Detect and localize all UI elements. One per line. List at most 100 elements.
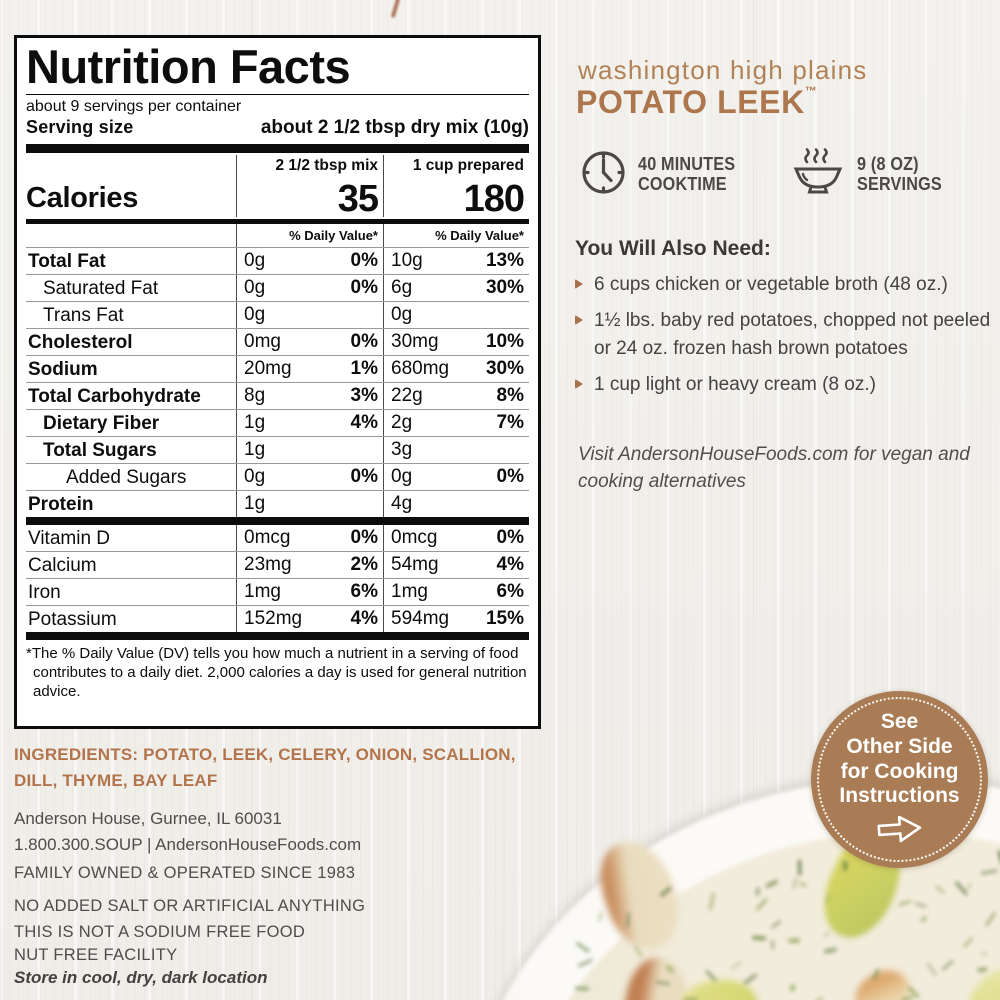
nutrient-dv-mix: 0% (350, 466, 378, 488)
nutrient-value-cell: 22g 8% (383, 383, 529, 410)
cooktime-line2: COOKTIME (638, 173, 727, 194)
clock-icon (580, 149, 627, 201)
nutrient-row: Potassium 152mg 4% 594mg 15% (26, 605, 529, 633)
also-need-item-text: 1½ lbs. baby red potatoes, chopped not p… (594, 309, 991, 360)
nutrient-value-cell: 1g 4% (236, 410, 383, 437)
nutrient-name: Total Sugars (43, 439, 157, 461)
company-phone-web: 1.800.300.SOUP | AndersonHouseFoods.com (14, 834, 362, 854)
dotted-ring (817, 697, 982, 862)
nutrient-value-cell: 10g 13% (383, 248, 529, 275)
calories-value-mix: 35 (337, 178, 379, 221)
nutrient-row: Saturated Fat 0g 0% 6g 30% (26, 274, 529, 302)
nutrient-amount-prepared: 10g (391, 250, 423, 272)
nutrient-row: Dietary Fiber 1g 4% 2g 7% (26, 409, 529, 437)
nutrient-value-cell: 20mg 1% (236, 356, 383, 383)
nutrient-value-cell: 0mg 0% (236, 329, 383, 356)
nutrition-facts-title: Nutrition Facts (26, 40, 351, 93)
nutrient-value-cell: 2g 7% (383, 410, 529, 437)
nutrient-value-cell: 3g (383, 437, 529, 464)
no-added-salt-line2: THIS IS NOT A SODIUM FREE FOOD (14, 922, 306, 941)
nutrient-value-cell: 152mg 4% (236, 606, 383, 633)
cooktime-info: 40 MINUTES COOKTIME (580, 148, 746, 201)
nutrient-amount-mix: 0mg (244, 331, 281, 353)
nutrient-row: Protein 1g 4g (26, 490, 529, 518)
nutrient-dv-mix: 0% (350, 331, 378, 353)
thick-divider (26, 632, 529, 641)
nutrient-dv-prepared: 0% (496, 466, 524, 488)
nutrient-dv-prepared: 30% (485, 358, 524, 380)
also-need-list: 6 cups chicken or vegetable broth (48 oz… (575, 271, 1000, 406)
cook-info-row: 40 MINUTES COOKTIME 9 (8 OZ) SERVINGS (580, 148, 951, 201)
thick-divider (26, 219, 529, 225)
no-added-salt-line1: NO ADDED SALT OR ARTIFICIAL ANYTHING (14, 897, 366, 915)
trademark-symbol: ™ (804, 84, 817, 98)
company-contact-block: Anderson House, Gurnee, IL 60031 1.800.3… (14, 806, 361, 857)
nutrient-dv-prepared: 0% (496, 527, 524, 549)
nutrient-amount-mix: 0g (244, 277, 266, 299)
storage-instructions: Store in cool, dry, dark location (14, 968, 268, 987)
nutrient-amount-mix: 1g (244, 439, 266, 461)
bullet-triangle-icon (575, 378, 583, 389)
dill-fleck (842, 860, 847, 871)
thick-divider (26, 144, 529, 154)
nutrient-amount-mix: 152mg (244, 608, 303, 630)
brand-subtitle: washington high plains (578, 55, 868, 85)
nutrient-value-cell: 0mcg 0% (383, 525, 529, 552)
nutrient-name: Sodium (28, 358, 98, 380)
nutrient-row: Iron 1mg 6% 1mg 6% (26, 578, 529, 606)
vegan-alternatives-note: Visit AndersonHouseFoods.com for vegan a… (578, 444, 970, 492)
nutrient-dv-prepared: 8% (496, 385, 524, 407)
nutrient-name: Protein (28, 493, 94, 515)
nutrient-value-cell: 0g 0% (383, 464, 529, 491)
nutrient-amount-prepared: 0mcg (391, 527, 438, 549)
nutrient-row: Calcium 23mg 2% 54mg 4% (26, 551, 529, 579)
nutrient-amount-prepared: 0g (391, 466, 413, 488)
nutrient-amount-mix: 0mcg (244, 527, 291, 549)
nutrient-amount-prepared: 54mg (391, 554, 439, 576)
nutrient-amount-mix: 8g (244, 385, 266, 407)
nutrient-amount-prepared: 6g (391, 277, 413, 299)
nutrient-value-cell: 4g (383, 491, 529, 518)
nutrient-value-cell: 0g 0% (236, 248, 383, 275)
nutrient-amount-prepared: 0g (391, 304, 413, 326)
list-item: 6 cups chicken or vegetable broth (48 oz… (575, 271, 1000, 300)
nutrient-dv-prepared: 4% (496, 554, 524, 576)
nutrient-value-cell: 1mg 6% (383, 579, 529, 606)
product-title-text: POTATO LEEK (576, 84, 805, 120)
nutrient-amount-prepared: 2g (391, 412, 413, 434)
nutrient-value-cell: 0g 0% (236, 464, 383, 491)
dill-fleck (798, 859, 802, 876)
servings-text: 9 (8 OZ) SERVINGS (857, 154, 942, 194)
nutrient-amount-prepared: 1mg (391, 581, 428, 603)
dill-fleck (626, 913, 630, 928)
nut-free-text: NUT FREE FACILITY (14, 946, 178, 964)
nutrient-amount-prepared: 4g (391, 493, 413, 515)
nutrient-amount-mix: 23mg (244, 554, 292, 576)
cooktime-line1: 40 MINUTES (638, 154, 736, 175)
cooktime-text: 40 MINUTES COOKTIME (638, 154, 736, 194)
also-need-item-text: 1 cup light or heavy cream (8 oz.) (594, 373, 876, 395)
calories-value-prepared: 180 (463, 178, 525, 221)
nutrient-value-cell: 30mg 10% (383, 329, 529, 356)
dill-fleck (788, 938, 801, 943)
nutrient-row: Total Fat 0g 0% 10g 13% (26, 247, 529, 275)
nutrient-name: Total Carbohydrate (28, 385, 201, 407)
nutrient-dv-prepared: 15% (485, 608, 524, 630)
nutrient-amount-mix: 0g (244, 466, 266, 488)
nutrient-dv-mix: 0% (350, 250, 378, 272)
list-item: 1 cup light or heavy cream (8 oz.) (575, 371, 1000, 400)
see-other-side-badge: See Other Side for Cooking Instructions (811, 691, 988, 868)
dill-fleck (980, 952, 989, 956)
divider (26, 93, 529, 95)
nutrient-row: Sodium 20mg 1% 680mg 30% (26, 355, 529, 383)
daily-value-header-row: % Daily Value* % Daily Value* (26, 224, 529, 248)
nutrient-amount-prepared: 30mg (391, 331, 439, 353)
nutrient-amount-mix: 20mg (244, 358, 292, 380)
nutrient-amount-prepared: 3g (391, 439, 413, 461)
nutrient-amount-prepared: 680mg (391, 358, 450, 380)
nutrient-dv-mix: 0% (350, 277, 378, 299)
nutrient-dv-prepared: 6% (496, 581, 524, 603)
ingredients-text: INGREDIENTS: POTATO, LEEK, CELERY, ONION… (14, 745, 516, 791)
nutrient-dv-mix: 2% (350, 554, 378, 576)
nutrient-value-cell: 1mg 6% (236, 579, 383, 606)
